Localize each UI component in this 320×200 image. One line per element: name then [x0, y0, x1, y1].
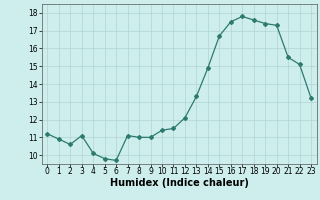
X-axis label: Humidex (Indice chaleur): Humidex (Indice chaleur) [110, 178, 249, 188]
